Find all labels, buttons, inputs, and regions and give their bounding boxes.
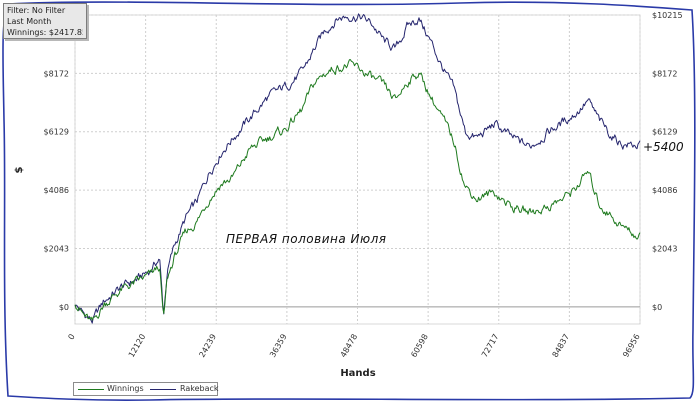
y-tick-label-left: $4086 <box>44 186 69 195</box>
x-tick-label: 96956 <box>621 333 642 360</box>
rakeback-line <box>74 13 641 324</box>
winnings-total-label: Winnings: $2417.85 <box>7 28 83 37</box>
rakeback-legend-swatch <box>150 389 176 390</box>
y-axis-title: $ <box>14 166 25 173</box>
y-tick-label-right: $2043 <box>652 244 677 253</box>
winnings-legend-swatch <box>78 389 104 390</box>
y-tick-label-left: $8172 <box>44 69 69 78</box>
handwritten-gain: +5400 <box>643 140 684 154</box>
y-tick-label-right: $10215 <box>652 11 683 20</box>
period-label: Last Month <box>7 17 52 26</box>
x-tick-label: 24239 <box>197 333 218 360</box>
winnings-legend-label: Winnings <box>107 384 144 393</box>
x-tick-label: 60598 <box>409 333 430 360</box>
winnings-line <box>74 59 641 321</box>
x-tick-label: 84837 <box>551 333 572 360</box>
y-tick-label-right: $6129 <box>652 128 677 137</box>
y-tick-label-left: $2043 <box>44 244 69 253</box>
filter-info-box: Filter: No Filter Last Month Winnings: $… <box>3 3 87 39</box>
x-axis-title: Hands <box>340 368 375 379</box>
y-tick-label-right: $8172 <box>652 69 677 78</box>
x-tick-label: 48478 <box>339 333 360 360</box>
x-tick-label: 12120 <box>127 333 148 360</box>
filter-label: Filter: No Filter <box>7 6 66 15</box>
y-tick-label-right: $4086 <box>652 186 677 195</box>
rakeback-legend-label: Rakeback <box>180 384 219 393</box>
x-tick-label: 72717 <box>480 333 501 360</box>
chart-legend: Winnings Rakeback <box>73 382 219 396</box>
y-tick-label-left: $0 <box>59 303 69 312</box>
y-tick-label-left: $6129 <box>44 128 69 137</box>
plot-frame <box>74 14 641 325</box>
handwritten-title: ПЕРВАЯ половина Июля <box>226 232 387 246</box>
y-tick-label-right: $0 <box>652 303 662 312</box>
x-tick-label: 36359 <box>268 333 289 360</box>
x-tick-label: 0 <box>66 333 76 342</box>
